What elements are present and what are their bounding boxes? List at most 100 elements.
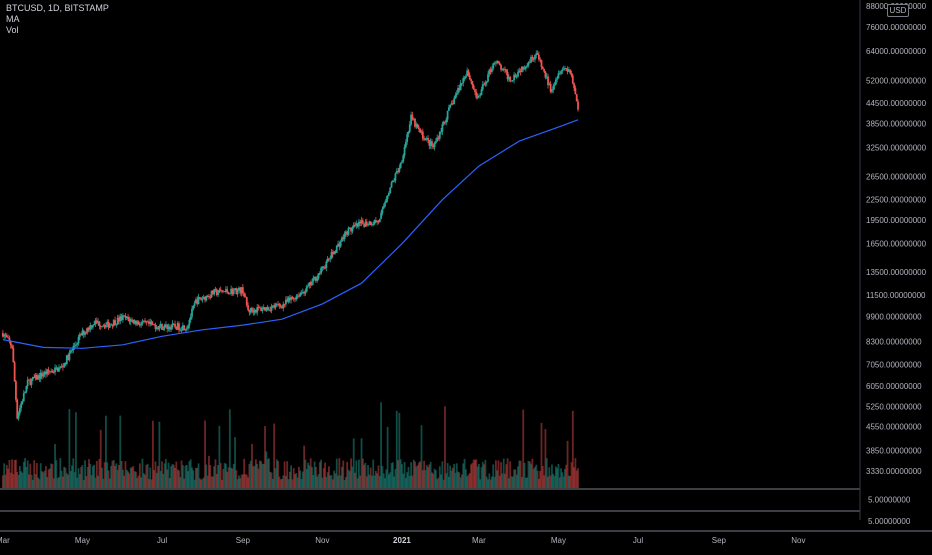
volume-bar <box>198 478 201 488</box>
candle <box>429 138 432 149</box>
chart-legend: BTCUSD, 1D, BITSTAMP MA Vol <box>6 3 109 36</box>
candle <box>514 72 517 78</box>
candle <box>328 257 330 262</box>
candle <box>557 70 560 79</box>
candle <box>86 327 89 335</box>
volume-bar <box>54 444 56 488</box>
candle <box>341 236 343 242</box>
volume-bar <box>374 470 377 488</box>
time-axis[interactable]: Mar May Jul Sep Nov 2021 Mar May Jul Sep Nov <box>0 536 806 545</box>
volume-bar <box>52 478 55 488</box>
candle <box>437 135 440 141</box>
candle <box>15 380 17 403</box>
volume-bar <box>211 476 214 488</box>
candle <box>94 318 97 327</box>
volume-bar <box>431 472 433 488</box>
symbol-title[interactable]: BTCUSD, 1D, BITSTAMP <box>6 3 109 13</box>
candle <box>344 229 347 237</box>
candle <box>300 290 303 296</box>
candle <box>567 66 570 73</box>
candle <box>132 319 135 325</box>
candle <box>63 362 66 369</box>
volume-bar <box>20 471 23 488</box>
candle <box>329 255 332 263</box>
volume-bar <box>159 471 162 488</box>
volume-bar <box>60 470 63 488</box>
candle <box>461 83 463 87</box>
volume-bar <box>38 479 41 488</box>
currency-badge[interactable]: USD <box>887 4 909 17</box>
volume-bar <box>325 476 328 488</box>
candle <box>64 362 67 367</box>
candle <box>181 322 184 332</box>
volume-bar <box>240 474 243 488</box>
volume-bar <box>51 464 54 488</box>
candle <box>470 78 472 84</box>
price-axis[interactable]: 88000.0000000076000.0000000064000.000000… <box>859 0 927 520</box>
candle <box>211 289 214 295</box>
candle <box>277 301 279 307</box>
candle <box>420 129 423 135</box>
volume-bar <box>243 458 246 488</box>
candle <box>133 319 136 325</box>
candle <box>459 80 462 91</box>
candle <box>415 121 418 130</box>
candle <box>7 334 10 339</box>
y-tick-label: 3850.00000000 <box>866 446 922 455</box>
candle <box>192 305 195 311</box>
candle <box>399 162 402 169</box>
volume-bar <box>271 478 274 488</box>
volume-bar <box>344 477 347 488</box>
volume-bar <box>82 479 85 488</box>
volume-bar <box>108 478 111 488</box>
candle <box>179 327 182 332</box>
volume-bar <box>451 467 454 488</box>
ma-layer <box>2 119 579 349</box>
volume-bar <box>223 463 226 488</box>
candle <box>498 61 501 66</box>
volume-bar <box>291 479 294 488</box>
candle <box>249 307 252 315</box>
volume-bar <box>178 470 180 488</box>
volume-bar <box>257 468 260 488</box>
volume-indicator-label[interactable]: Vol <box>6 25 19 35</box>
volume-bar <box>226 471 229 488</box>
volume-bar <box>440 474 442 488</box>
volume-bar <box>103 462 106 488</box>
volume-bar <box>183 478 186 488</box>
volume-bar <box>11 459 13 488</box>
candle <box>101 325 103 329</box>
volume-bar <box>282 475 285 488</box>
volume-bar <box>380 402 382 488</box>
candle <box>295 293 298 302</box>
volume-bar <box>260 461 263 488</box>
candle <box>308 282 311 289</box>
volume-bar <box>200 479 203 488</box>
candle <box>39 369 42 383</box>
volume-bar <box>270 472 273 488</box>
candle <box>476 93 479 100</box>
candle <box>342 234 345 242</box>
volume-bar <box>428 464 431 488</box>
ma-indicator-label[interactable]: MA <box>6 14 20 24</box>
candle <box>374 217 377 223</box>
volume-bar <box>438 466 441 488</box>
volume-bar <box>292 468 295 488</box>
candle <box>497 60 500 64</box>
volume-bar <box>367 465 369 488</box>
candle <box>91 324 94 330</box>
volume-bar <box>99 429 102 488</box>
candle <box>431 139 433 150</box>
volume-bar <box>571 410 574 488</box>
candle <box>527 61 530 68</box>
volume-bar <box>507 478 510 488</box>
candle <box>41 370 43 380</box>
volume-bar <box>73 472 76 488</box>
volume-bar <box>8 459 11 488</box>
volume-bar <box>204 420 206 488</box>
volume-bar <box>518 460 521 488</box>
candle <box>377 220 380 225</box>
volume-bar <box>68 409 71 488</box>
